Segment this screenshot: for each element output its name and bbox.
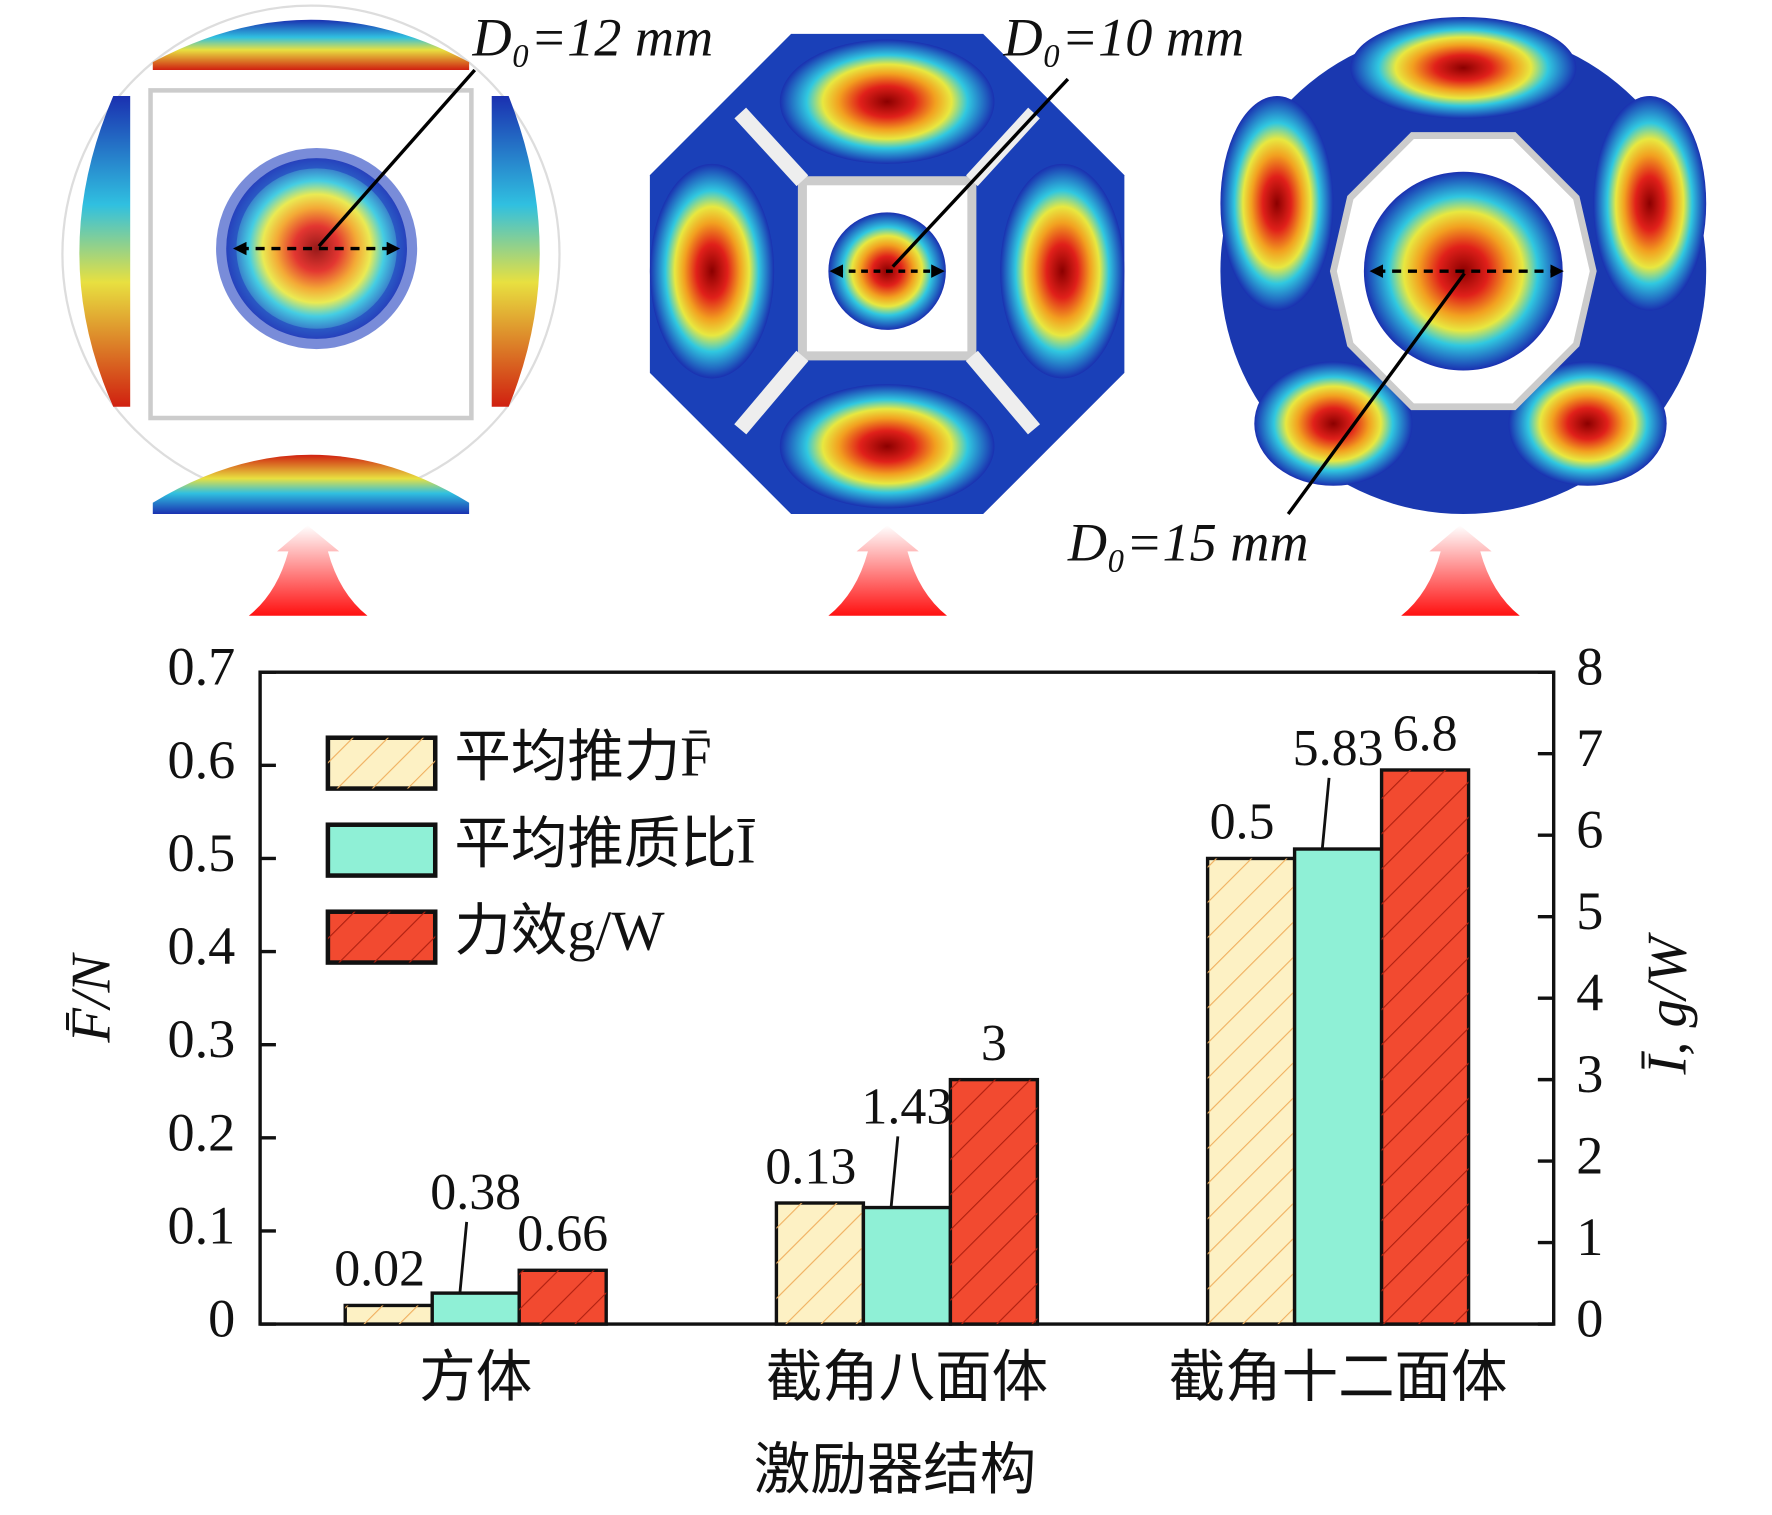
bar-hatch xyxy=(345,1305,433,1325)
value-label: 6.8 xyxy=(1393,705,1458,762)
y2-tick-label: 5 xyxy=(1576,881,1603,941)
annotation: D₀=12 mm xyxy=(472,7,714,67)
x-tick-label: 截角八面体 xyxy=(766,1347,1048,1409)
legend-label: 力效g/W xyxy=(454,901,665,963)
legend-hatch xyxy=(327,911,436,963)
model-images xyxy=(61,4,1707,616)
bar-hatch xyxy=(1207,858,1295,1325)
value-label: 0.5 xyxy=(1210,794,1275,851)
value-label: 0.13 xyxy=(765,1138,856,1195)
y2-tick-label: 7 xyxy=(1576,718,1603,778)
y-tick-label: 0.6 xyxy=(167,730,235,790)
x-tick-label: 截角十二面体 xyxy=(1169,1347,1508,1409)
value-label: 0.02 xyxy=(334,1241,425,1298)
y-axis-label: F̄/N xyxy=(60,951,122,1043)
value-label: 5.83 xyxy=(1293,720,1384,777)
y2-axis-label: Ī, g/W xyxy=(1636,932,1698,1076)
y2-tick-label: 3 xyxy=(1576,1044,1603,1104)
value-label: 0.66 xyxy=(517,1206,608,1263)
label-leader xyxy=(889,1136,900,1208)
bar-hatch xyxy=(950,1079,1038,1325)
y-tick-label: 0.2 xyxy=(167,1102,235,1162)
legend-hatch xyxy=(327,737,436,789)
bar-hatch xyxy=(776,1203,864,1325)
y2-tick-label: 1 xyxy=(1576,1207,1603,1267)
y2-tick-label: 2 xyxy=(1576,1126,1603,1186)
y-tick-label: 0.3 xyxy=(167,1009,235,1069)
legend-label: 平均推质比Ī xyxy=(454,814,755,876)
y-tick-label: 0 xyxy=(208,1289,235,1349)
bar xyxy=(430,1291,521,1326)
annotation: D₀=15 mm xyxy=(1067,512,1309,572)
value-label: 0.38 xyxy=(430,1164,521,1221)
y-tick-label: 0.5 xyxy=(167,823,235,883)
x-tick-label: 方体 xyxy=(419,1347,532,1409)
y2-tick-label: 6 xyxy=(1576,800,1603,860)
y-tick-label: 0.7 xyxy=(167,637,235,697)
value-label: 1.43 xyxy=(861,1078,952,1135)
y2-tick-label: 4 xyxy=(1576,963,1603,1023)
bar-hatch xyxy=(519,1270,607,1325)
bar-hatch xyxy=(1381,769,1469,1325)
bar xyxy=(861,1205,953,1326)
y-tick-label: 0.4 xyxy=(167,916,235,976)
y-tick-label: 0.1 xyxy=(167,1195,235,1255)
label-leader xyxy=(458,1221,469,1294)
annotation: D₀=10 mm xyxy=(1002,7,1244,67)
x-axis-label: 激励器结构 xyxy=(754,1439,1036,1501)
legend-label: 平均推力F̄ xyxy=(454,727,711,789)
legend-swatch xyxy=(325,822,438,878)
label-leader xyxy=(1320,777,1331,850)
bar xyxy=(1292,847,1384,1326)
y2-tick-label: 8 xyxy=(1576,637,1603,697)
value-label: 3 xyxy=(981,1015,1007,1072)
y2-tick-label: 0 xyxy=(1576,1289,1603,1349)
